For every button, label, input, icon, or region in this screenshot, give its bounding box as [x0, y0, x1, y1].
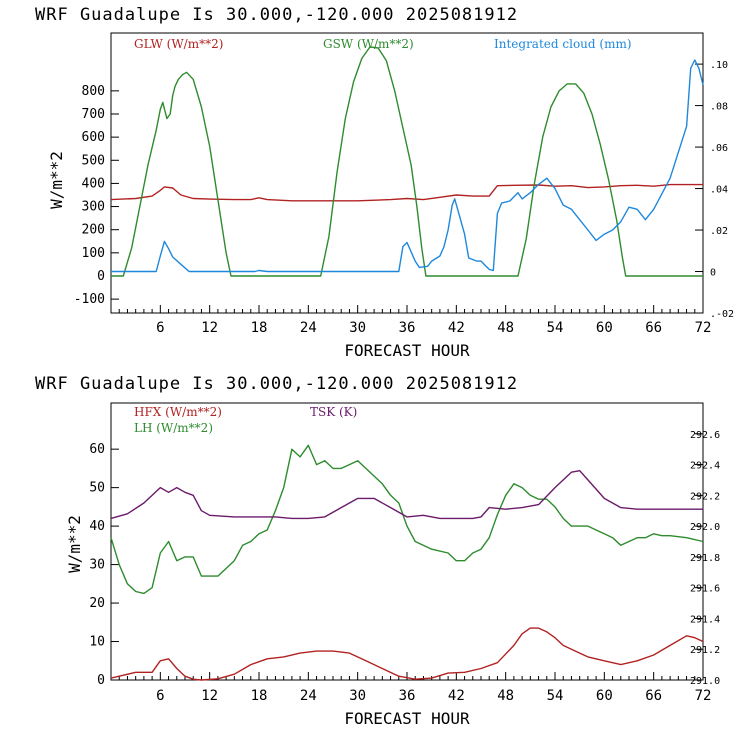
series-line-integrated-cloud-mm — [111, 59, 704, 273]
y2-tick-label: .02 — [710, 226, 728, 237]
x-tick-label: 12 — [201, 688, 218, 704]
y-tick-label: 40 — [89, 519, 105, 534]
series-line-glw-w-m-2 — [110, 183, 703, 202]
legend-entry-gsw-w-m-2: GSW (W/m**2) — [323, 37, 414, 51]
x-tick-label: 60 — [596, 320, 613, 336]
y2-tick-label: 291.0 — [690, 676, 720, 687]
y-tick-label: 50 — [89, 481, 105, 496]
x-tick-label: 24 — [300, 320, 317, 336]
y2-tick-label: 291.6 — [690, 584, 720, 595]
y2-tick-label: 291.2 — [690, 645, 720, 656]
chart-title: WRF Guadalupe Is 30.000,-120.000 2025081… — [35, 374, 518, 394]
x-tick-label: 48 — [497, 320, 514, 336]
y2-tick-label: .-02 — [710, 309, 734, 320]
x-tick-label: 36 — [399, 320, 416, 336]
y-tick-label: 300 — [82, 200, 105, 215]
y-tick-label: 60 — [89, 442, 105, 457]
plot-frame — [110, 402, 704, 681]
y2-tick-label: .06 — [710, 143, 728, 154]
y2-tick-label: .04 — [710, 185, 728, 196]
y2-tick-label: 0 — [710, 268, 716, 279]
x-axis-label: FORECAST HOUR — [344, 341, 470, 360]
x-tick-label: 36 — [399, 688, 416, 704]
y-axis-label: W/m**2 — [65, 515, 84, 573]
chart-fluxes-skin-temp: WRF Guadalupe Is 30.000,-120.000 2025081… — [35, 374, 720, 728]
x-tick-label: 72 — [695, 320, 712, 336]
y-tick-label: 400 — [82, 176, 105, 191]
x-tick-label: 18 — [251, 320, 268, 336]
y2-tick-label: 292.0 — [690, 522, 720, 533]
y-tick-label: 30 — [89, 558, 105, 573]
x-tick-label: 6 — [156, 688, 164, 704]
x-tick-label: 30 — [349, 688, 366, 704]
x-tick-label: 66 — [645, 320, 662, 336]
x-tick-label: 18 — [251, 688, 268, 704]
series-line-gsw-w-m-2 — [111, 46, 703, 277]
x-tick-label: 54 — [547, 688, 564, 704]
series-line-hfx-w-m-2 — [110, 627, 704, 681]
y-tick-label: 200 — [82, 223, 105, 238]
legend-entry-lh-w-m-2: LH (W/m**2) — [134, 421, 213, 435]
y-tick-label: 100 — [82, 246, 105, 261]
y-tick-label: 600 — [82, 130, 105, 145]
legend-entry-hfx-w-m-2: HFX (W/m**2) — [134, 405, 222, 419]
y2-tick-label: 291.8 — [690, 553, 720, 564]
chart-radiation-cloud: WRF Guadalupe Is 30.000,-120.000 2025081… — [35, 5, 734, 360]
y2-tick-label: 292.4 — [690, 461, 720, 472]
x-axis-label: FORECAST HOUR — [344, 709, 470, 728]
chart-title: WRF Guadalupe Is 30.000,-120.000 2025081… — [35, 5, 518, 25]
y-tick-label: -100 — [74, 292, 105, 307]
x-tick-label: 42 — [448, 688, 465, 704]
y-tick-label: 10 — [89, 635, 105, 650]
y-tick-label: 0 — [97, 269, 105, 284]
y-tick-label: 800 — [82, 84, 105, 99]
y-axis-label: W/m**2 — [47, 151, 66, 209]
x-tick-label: 60 — [596, 688, 613, 704]
x-tick-label: 54 — [547, 320, 564, 336]
y-tick-label: 500 — [82, 153, 105, 168]
x-tick-label: 42 — [448, 320, 465, 336]
x-tick-label: 72 — [695, 688, 712, 704]
x-tick-label: 12 — [201, 320, 218, 336]
y2-tick-label: .08 — [710, 102, 728, 113]
legend-entry-tsk-k: TSK (K) — [310, 405, 357, 419]
x-tick-label: 24 — [300, 688, 317, 704]
y2-tick-label: 292.6 — [690, 430, 720, 441]
y2-tick-label: 291.4 — [690, 614, 720, 625]
y-tick-label: 20 — [89, 596, 105, 611]
x-tick-label: 30 — [349, 320, 366, 336]
series-line-lh-w-m-2 — [110, 444, 704, 595]
x-tick-label: 6 — [156, 320, 164, 336]
series-line-tsk-k — [110, 470, 703, 520]
x-tick-label: 48 — [497, 688, 514, 704]
legend-entry-integrated-cloud-mm: Integrated cloud (mm) — [494, 37, 632, 51]
y2-tick-label: 292.2 — [690, 491, 720, 502]
x-tick-label: 66 — [645, 688, 662, 704]
y2-tick-label: .10 — [710, 60, 728, 71]
y-tick-label: 0 — [97, 673, 105, 688]
y-tick-label: 700 — [82, 107, 105, 122]
legend-entry-glw-w-m-2: GLW (W/m**2) — [134, 37, 223, 51]
